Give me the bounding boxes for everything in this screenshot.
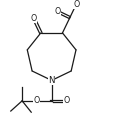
Text: O: O [34, 96, 40, 105]
Text: O: O [31, 14, 37, 23]
Text: O: O [54, 7, 61, 16]
Text: N: N [48, 76, 55, 85]
Text: O: O [63, 96, 70, 105]
Text: O: O [73, 0, 79, 9]
